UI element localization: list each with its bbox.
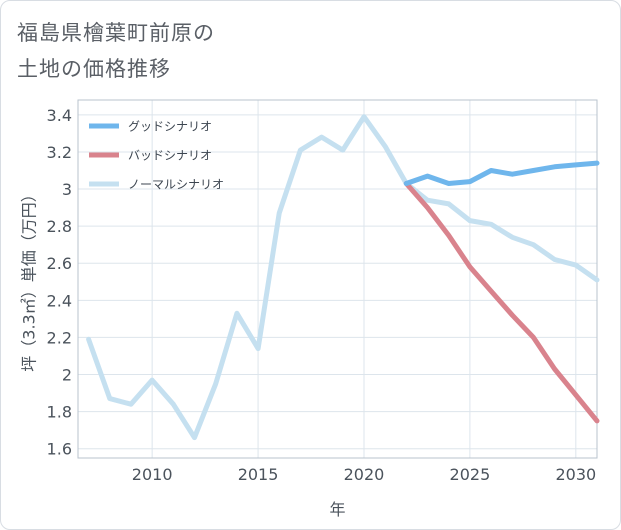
data-point bbox=[552, 164, 557, 169]
data-point bbox=[319, 134, 324, 140]
data-point bbox=[277, 211, 282, 216]
x-tick-label: 2020 bbox=[344, 465, 385, 484]
y-tick-label: 3.4 bbox=[47, 106, 72, 125]
data-point bbox=[234, 311, 240, 316]
data-point bbox=[107, 396, 113, 401]
legend-label: ノーマルシナリオ bbox=[128, 178, 224, 192]
data-point bbox=[128, 402, 134, 407]
y-axis-title: 坪（3.3㎡）単価（万円） bbox=[20, 186, 39, 371]
x-tick-label: 2010 bbox=[132, 465, 173, 484]
x-axis-title: 年 bbox=[329, 500, 345, 519]
data-point bbox=[340, 147, 345, 153]
grid-lines bbox=[78, 100, 597, 458]
chart-title-line-1: 福島県檜葉町前原の bbox=[17, 21, 215, 45]
data-point bbox=[404, 181, 409, 186]
data-point bbox=[192, 435, 197, 440]
y-tick-label: 2.8 bbox=[47, 217, 72, 236]
series-line bbox=[403, 181, 600, 424]
y-tick-label: 1.6 bbox=[47, 440, 72, 459]
data-point bbox=[467, 218, 473, 223]
series-line bbox=[86, 114, 600, 441]
chart-title-line-2: 土地の価格推移 bbox=[17, 57, 171, 81]
y-tick-label: 2.6 bbox=[47, 254, 72, 273]
data-point bbox=[425, 173, 430, 179]
data-point bbox=[383, 144, 388, 149]
data-point bbox=[573, 392, 578, 398]
data-point bbox=[298, 147, 303, 153]
data-point bbox=[552, 366, 557, 372]
data-point bbox=[149, 377, 155, 383]
x-tick-label: 2025 bbox=[450, 465, 491, 484]
data-point bbox=[467, 179, 473, 184]
data-point bbox=[594, 160, 600, 166]
series-line bbox=[403, 160, 600, 186]
x-tick-label: 2015 bbox=[238, 465, 279, 484]
y-tick-label: 2 bbox=[62, 366, 72, 385]
data-point bbox=[531, 168, 536, 173]
data-point bbox=[446, 201, 451, 207]
data-point bbox=[594, 277, 600, 283]
data-point bbox=[488, 288, 494, 294]
data-point bbox=[510, 172, 515, 177]
data-point bbox=[594, 418, 600, 424]
data-point bbox=[531, 335, 536, 340]
data-point bbox=[510, 313, 515, 318]
chart-title: 福島県檜葉町前原の 土地の価格推移 bbox=[17, 15, 577, 87]
y-tick-label: 1.8 bbox=[47, 403, 72, 422]
data-point bbox=[213, 381, 218, 386]
legend-label: グッドシナリオ bbox=[128, 120, 212, 134]
data-point bbox=[361, 114, 367, 119]
data-point bbox=[488, 222, 494, 227]
legend-label: バッドシナリオ bbox=[128, 149, 212, 163]
data-point bbox=[171, 402, 176, 407]
y-tick-label: 3 bbox=[62, 180, 72, 199]
data-point bbox=[531, 242, 536, 247]
y-tick-label: 3.2 bbox=[47, 143, 72, 162]
data-point bbox=[510, 235, 515, 240]
tick-labels: 1.6 1.8 2 2.2 2.4 2.6 2.8 3 3.2 3.4 2010 2015 2020 20… bbox=[47, 106, 597, 484]
data-point bbox=[86, 337, 91, 342]
data-point bbox=[255, 346, 261, 351]
data-point bbox=[573, 262, 578, 268]
x-tick-label: 2030 bbox=[555, 465, 596, 484]
data-point bbox=[552, 257, 557, 262]
data-point bbox=[573, 162, 578, 168]
series-lines bbox=[86, 114, 600, 441]
data-point bbox=[467, 264, 473, 270]
data-point bbox=[446, 233, 451, 238]
y-tick-label: 2.4 bbox=[47, 291, 72, 310]
data-point bbox=[488, 168, 494, 173]
data-point bbox=[425, 198, 430, 203]
data-point bbox=[446, 181, 451, 186]
y-tick-label: 2.2 bbox=[47, 328, 72, 347]
data-point bbox=[425, 205, 430, 210]
